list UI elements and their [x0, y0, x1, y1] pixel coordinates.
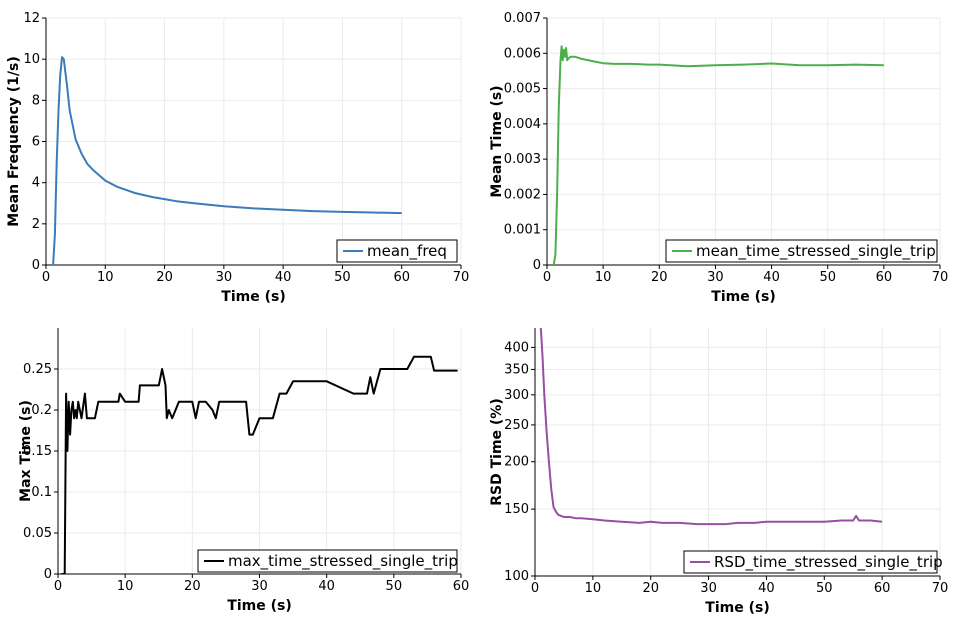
x-tick-label: 50	[819, 270, 836, 285]
x-tick-label: 20	[651, 270, 668, 285]
x-tick-label: 60	[874, 581, 891, 596]
x-tick-label: 10	[97, 270, 114, 285]
y-tick-label: 8	[32, 93, 40, 108]
chart-panel-4: 0 10 20 30 40 50 60 70 100 150 200 250 300 350 400 Time…	[489, 328, 948, 616]
y-tick-label: 300	[504, 388, 529, 403]
y-tick-label: 12	[23, 11, 40, 26]
y-tick-label: 0.1	[31, 485, 52, 500]
y-tick-label: 0	[44, 567, 52, 582]
legend-label: mean_freq	[367, 242, 447, 261]
y-tick-label: 0.15	[23, 444, 52, 459]
x-tick-label: 40	[758, 581, 775, 596]
x-tick-label: 60	[393, 270, 410, 285]
y-tick-label: 350	[504, 362, 529, 377]
x-tick-label: 0	[42, 270, 50, 285]
x-tick-label: 0	[543, 270, 551, 285]
y-tick-label: 0.05	[23, 526, 52, 541]
y-tick-label: 0.004	[504, 117, 541, 132]
y-tick-label: 2	[32, 217, 40, 232]
x-tick-label: 50	[386, 579, 403, 594]
x-tick-label: 0	[54, 579, 62, 594]
y-axis-label: RSD Time (%)	[489, 398, 505, 506]
legend-box	[197, 549, 458, 573]
x-tick-label: 30	[707, 270, 724, 285]
x-tick-label: 20	[642, 581, 659, 596]
y-tick-label: 0.005	[504, 82, 541, 97]
x-tick-label: 10	[117, 579, 134, 594]
series-line-max_time_stressed_single_trip	[61, 355, 458, 574]
x-tick-label: 0	[531, 581, 539, 596]
x-tick-label: 40	[275, 270, 292, 285]
legend-label: max_time_stressed_single_trip	[228, 552, 458, 571]
x-axis-label: Time (s)	[221, 289, 285, 305]
x-tick-label: 20	[184, 579, 201, 594]
x-tick-label: 30	[216, 270, 233, 285]
y-tick-label: 0.003	[504, 152, 541, 167]
legend-label: mean_time_stressed_single_trip	[696, 242, 936, 261]
x-tick-label: 50	[334, 270, 351, 285]
x-tick-label: 30	[251, 579, 268, 594]
x-tick-label: 50	[816, 581, 833, 596]
series-line-mean_freq	[52, 56, 402, 265]
y-tick-label: 10	[23, 52, 40, 67]
x-tick-label: 30	[700, 581, 717, 596]
x-tick-label: 60	[876, 270, 893, 285]
x-tick-label: 70	[932, 270, 949, 285]
y-tick-label: 0	[32, 258, 40, 273]
y-tick-label: 0	[533, 258, 541, 273]
y-tick-label: 150	[504, 502, 529, 517]
y-tick-label: 0.007	[504, 11, 541, 26]
y-tick-label: 200	[504, 455, 529, 470]
legend-box	[336, 239, 458, 263]
series-line-mean_time_stressed_single_trip	[552, 45, 884, 265]
y-tick-label: 0.002	[504, 187, 541, 202]
x-tick-label: 10	[595, 270, 612, 285]
x-tick-label: 60	[453, 579, 470, 594]
y-tick-label: 0.2	[31, 403, 52, 418]
y-tick-label: 0.25	[23, 362, 52, 377]
x-tick-label: 20	[156, 270, 173, 285]
y-axis-label: Mean Time (s)	[489, 85, 505, 197]
x-tick-label: 70	[453, 270, 470, 285]
y-axis-label: Mean Frequency (1/s)	[6, 56, 22, 227]
y-tick-label: 250	[504, 418, 529, 433]
legend-label: RSD_time_stressed_single_trip	[714, 553, 943, 572]
chart-panel-1: 0 10 20 30 40 50 60 70 0 2 4 6 8 10 12 Time (s) Mean Fre…	[6, 11, 469, 305]
y-tick-label: 100	[504, 569, 529, 584]
x-tick-label: 40	[763, 270, 780, 285]
y-tick-label: 0.006	[504, 46, 541, 61]
y-axis-label: Max Time (s)	[18, 400, 34, 502]
legend-box	[683, 550, 938, 574]
y-tick-label: 4	[32, 176, 40, 191]
x-tick-label: 10	[585, 581, 602, 596]
chart-panel-2: 0 10 20 30 40 50 60 70 0 0.001 0.002 0.003 0.004 0.00…	[489, 11, 948, 305]
chart-panel-3: 0 10 20 30 40 50 60 0 0.05 0.1 0.15 0.2 0.25 Time (s)…	[18, 328, 469, 614]
y-tick-label: 400	[504, 340, 529, 355]
x-axis-label: Time (s)	[711, 289, 775, 305]
x-tick-label: 70	[932, 581, 949, 596]
x-tick-label: 40	[318, 579, 335, 594]
series-line-RSD_time_stressed_single_trip	[539, 328, 883, 526]
y-tick-label: 6	[32, 135, 40, 150]
x-axis-label: Time (s)	[227, 598, 291, 614]
legend-box	[665, 239, 938, 263]
x-axis-label: Time (s)	[705, 600, 769, 616]
y-tick-label: 0.001	[504, 223, 541, 238]
